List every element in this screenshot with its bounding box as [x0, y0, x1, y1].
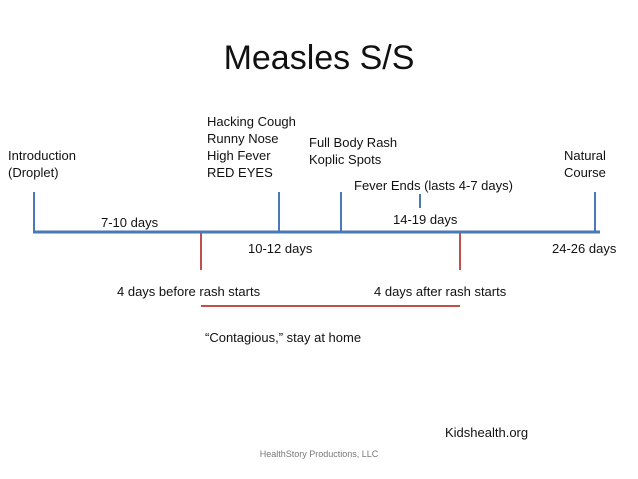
event-natural-course: Natural Course	[564, 148, 606, 180]
event-symptoms: Hacking Cough Runny Nose High Fever RED …	[207, 114, 296, 180]
page-title: Measles S/S	[223, 39, 415, 77]
event-rash: Full Body Rash Koplic Spots	[309, 135, 398, 167]
duration-10-12: 10-12 days	[248, 241, 313, 256]
footer-credit: HealthStory Productions, LLC	[259, 449, 379, 459]
contagious-start-label: 4 days before rash starts	[117, 284, 261, 299]
event-fever-ends: Fever Ends (lasts 4-7 days)	[354, 178, 513, 193]
duration-24-26: 24-26 days	[552, 241, 617, 256]
event-introduction: Introduction (Droplet)	[8, 148, 76, 180]
source-label: Kidshealth.org	[445, 425, 529, 440]
duration-14-19: 14-19 days	[393, 212, 458, 227]
contagious-note: “Contagious,” stay at home	[205, 330, 362, 345]
contagious-end-label: 4 days after rash starts	[374, 284, 507, 299]
duration-7-10: 7-10 days	[101, 215, 159, 230]
